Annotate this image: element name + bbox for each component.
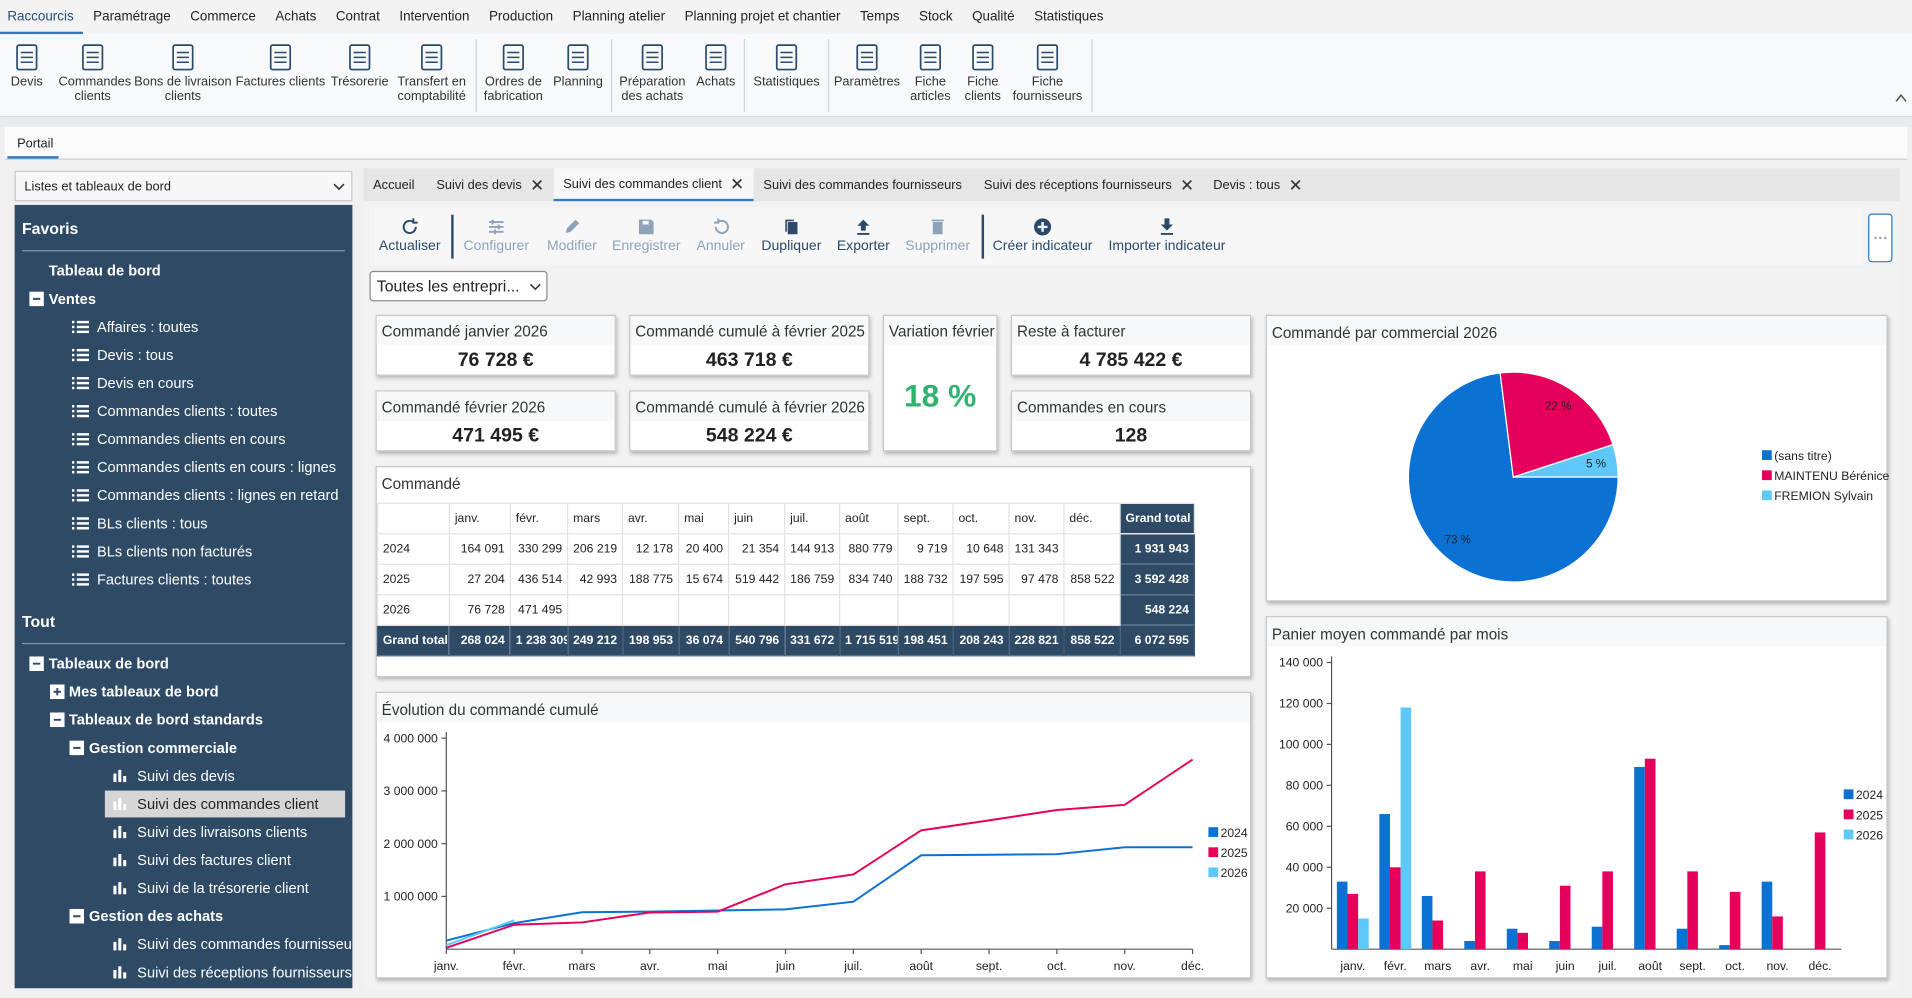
bar [1507,929,1518,949]
y-tick-label: 60 000 [1286,820,1323,834]
x-tick-label: mars [1424,959,1451,973]
series-line [446,847,1192,940]
bar [1358,918,1369,949]
x-tick-label: févr. [1384,959,1407,973]
bar [1432,921,1443,950]
x-tick-label: mars [568,959,595,973]
x-tick-label: avr. [640,959,660,973]
slice-label: 73 % [1445,535,1471,547]
x-tick-label: juin [775,959,795,973]
y-tick-label: 120 000 [1279,697,1323,711]
legend-label: 2025 [1856,808,1883,822]
legend-swatch [1762,490,1772,500]
x-tick-label: oct. [1047,959,1067,973]
bar [1645,759,1656,949]
bar [1815,832,1826,949]
legend-swatch [1844,810,1854,820]
legend-swatch [1208,827,1218,837]
y-tick-label: 40 000 [1286,861,1323,875]
legend-label: 2025 [1221,846,1248,860]
x-tick-label: janv. [1339,959,1365,973]
y-tick-label: 100 000 [1279,738,1323,752]
y-tick-label: 20 000 [1286,902,1323,916]
x-tick-label: sept. [976,959,1002,973]
x-tick-label: oct. [1725,959,1745,973]
legend-swatch [1762,450,1772,460]
legend-label: (sans titre) [1774,449,1832,463]
legend-label: 2026 [1221,866,1248,880]
legend-label: 2024 [1221,826,1248,840]
bar [1772,916,1783,949]
series-line [446,920,514,945]
y-tick-label: 3 000 000 [384,784,438,798]
legend-label: FREMION Sylvain [1774,489,1873,503]
legend-label: 2026 [1856,828,1883,842]
bar [1560,886,1571,949]
x-tick-label: nov. [1114,959,1136,973]
x-tick-label: déc. [1809,959,1832,973]
bar [1348,894,1359,949]
bar [1762,882,1773,950]
x-tick-label: févr. [503,959,526,973]
bar [1730,892,1741,949]
legend-swatch [1762,470,1772,480]
x-tick-label: juin [1555,959,1575,973]
x-tick-label: déc. [1181,959,1204,973]
bar [1517,933,1528,949]
x-tick-label: janv. [433,959,459,973]
y-tick-label: 4 000 000 [384,731,438,745]
bar [1592,927,1603,950]
slice-label: 22 % [1545,401,1571,413]
x-tick-label: août [909,959,933,973]
bar [1634,767,1645,949]
bar [1602,871,1613,949]
legend-swatch [1844,789,1854,799]
x-tick-label: nov. [1766,959,1788,973]
bar [1401,708,1412,950]
y-tick-label: 80 000 [1286,779,1323,793]
bar [1422,896,1433,949]
legend-label: MAINTENU Bérénice [1774,469,1889,483]
bar [1475,871,1486,949]
bar [1464,941,1475,949]
bar [1337,882,1348,950]
series-line [446,760,1192,948]
legend-swatch [1208,847,1218,857]
x-tick-label: sept. [1679,959,1705,973]
x-tick-label: mai [708,959,728,973]
bar [1719,945,1730,949]
legend-swatch [1844,830,1854,840]
x-tick-label: juil. [843,959,862,973]
x-tick-label: août [1638,959,1662,973]
y-tick-label: 1 000 000 [384,890,438,904]
legend-swatch [1208,867,1218,877]
x-tick-label: juil. [1598,959,1617,973]
x-tick-label: mai [1513,959,1533,973]
y-tick-label: 2 000 000 [384,837,438,851]
x-tick-label: avr. [1470,959,1490,973]
slice-label: 5 % [1586,459,1606,471]
bar [1677,929,1688,949]
bar [1379,814,1390,949]
bar [1687,871,1698,949]
bar [1390,867,1401,949]
legend-label: 2024 [1856,788,1883,802]
bar [1549,941,1560,949]
y-tick-label: 140 000 [1279,656,1323,670]
